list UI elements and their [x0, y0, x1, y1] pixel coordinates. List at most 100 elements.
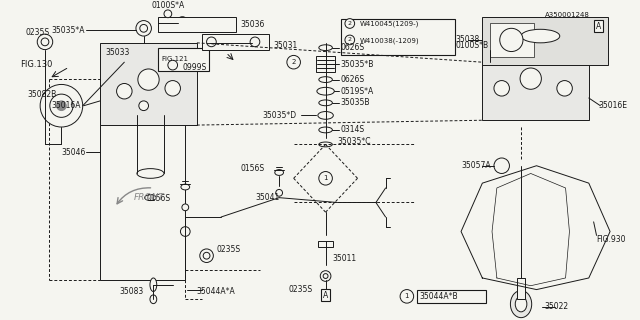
- Text: FRONT: FRONT: [134, 193, 164, 202]
- Text: 35035*B: 35035*B: [340, 60, 374, 68]
- Ellipse shape: [180, 227, 190, 236]
- Ellipse shape: [318, 112, 333, 119]
- Text: 0314S: 0314S: [340, 125, 364, 134]
- Ellipse shape: [116, 84, 132, 99]
- Circle shape: [168, 60, 177, 70]
- Ellipse shape: [150, 278, 157, 292]
- Ellipse shape: [486, 42, 494, 50]
- Bar: [316, 56, 335, 72]
- Text: 0626S: 0626S: [340, 75, 364, 84]
- Ellipse shape: [165, 81, 180, 96]
- Text: A: A: [596, 22, 601, 31]
- Text: 35035*A: 35035*A: [52, 26, 85, 35]
- Circle shape: [287, 55, 300, 69]
- Ellipse shape: [521, 29, 560, 43]
- Text: FIG.121: FIG.121: [161, 56, 188, 62]
- Text: 35035*D: 35035*D: [262, 111, 297, 120]
- Text: 0100S*A: 0100S*A: [152, 1, 185, 10]
- Text: 35083: 35083: [120, 287, 144, 296]
- Text: A: A: [323, 291, 328, 300]
- Ellipse shape: [146, 99, 156, 103]
- Text: W410038(-1209): W410038(-1209): [360, 38, 419, 44]
- Ellipse shape: [319, 142, 332, 147]
- Ellipse shape: [145, 195, 156, 201]
- Circle shape: [500, 28, 523, 52]
- Ellipse shape: [145, 93, 156, 99]
- Text: 35036: 35036: [241, 20, 265, 29]
- Text: 35022: 35022: [544, 302, 568, 311]
- Ellipse shape: [319, 100, 332, 106]
- Text: 0999S: 0999S: [182, 62, 207, 72]
- Ellipse shape: [136, 20, 152, 36]
- Circle shape: [345, 19, 355, 28]
- Ellipse shape: [494, 81, 509, 96]
- Text: 1: 1: [404, 293, 409, 299]
- Circle shape: [40, 84, 83, 127]
- Ellipse shape: [319, 45, 332, 51]
- Circle shape: [56, 101, 67, 111]
- Text: 35046: 35046: [61, 148, 86, 157]
- Circle shape: [37, 34, 52, 50]
- Text: 35033: 35033: [105, 48, 129, 57]
- Ellipse shape: [276, 189, 282, 196]
- Text: 35038: 35038: [455, 36, 479, 44]
- Ellipse shape: [320, 271, 331, 281]
- Ellipse shape: [203, 252, 210, 259]
- Bar: [490, 22, 534, 57]
- Ellipse shape: [319, 127, 332, 133]
- Ellipse shape: [139, 101, 148, 111]
- Ellipse shape: [140, 24, 148, 32]
- Text: 35044A*A: 35044A*A: [197, 287, 236, 296]
- Ellipse shape: [182, 204, 189, 211]
- Text: 0235S: 0235S: [216, 245, 241, 254]
- Text: 0156S: 0156S: [147, 194, 171, 203]
- Ellipse shape: [137, 169, 164, 178]
- Ellipse shape: [181, 184, 189, 190]
- Text: 35016A: 35016A: [52, 101, 81, 110]
- Text: 35057A: 35057A: [461, 161, 491, 170]
- Ellipse shape: [138, 69, 159, 90]
- Bar: [417, 290, 486, 303]
- Ellipse shape: [317, 87, 334, 95]
- Text: 35082B: 35082B: [28, 90, 57, 99]
- Ellipse shape: [177, 17, 188, 28]
- Text: 35011: 35011: [332, 254, 356, 263]
- Text: 2: 2: [348, 21, 352, 26]
- Text: FIG.930: FIG.930: [596, 235, 626, 244]
- Text: 35035B: 35035B: [340, 98, 370, 107]
- Bar: [318, 241, 333, 247]
- Text: 0519S*A: 0519S*A: [340, 87, 373, 96]
- Text: 0235S: 0235S: [289, 285, 313, 294]
- Ellipse shape: [520, 68, 541, 89]
- Bar: [158, 48, 209, 71]
- Text: A350001248: A350001248: [545, 12, 590, 18]
- Ellipse shape: [557, 81, 572, 96]
- Text: 0235S: 0235S: [26, 28, 50, 37]
- Text: 2: 2: [291, 59, 296, 65]
- Ellipse shape: [275, 170, 284, 175]
- Ellipse shape: [207, 37, 216, 47]
- Circle shape: [41, 38, 49, 46]
- Ellipse shape: [200, 249, 213, 262]
- Text: 0100S*B: 0100S*B: [455, 41, 488, 50]
- Text: 0626S: 0626S: [340, 43, 364, 52]
- Text: W410045(1209-): W410045(1209-): [360, 20, 419, 27]
- Circle shape: [400, 290, 413, 303]
- Text: 35044A*B: 35044A*B: [419, 292, 458, 301]
- Ellipse shape: [319, 77, 332, 83]
- Text: 35031: 35031: [273, 41, 298, 50]
- Circle shape: [50, 94, 73, 117]
- Text: 1: 1: [323, 175, 328, 181]
- Circle shape: [319, 172, 332, 185]
- Text: 0156S: 0156S: [241, 164, 264, 173]
- Circle shape: [345, 35, 355, 45]
- Ellipse shape: [511, 291, 532, 318]
- Text: 2: 2: [348, 37, 352, 43]
- Text: 35035*C: 35035*C: [337, 137, 371, 146]
- Bar: [341, 19, 455, 55]
- Ellipse shape: [150, 295, 157, 304]
- Bar: [517, 278, 525, 299]
- Bar: [483, 62, 589, 120]
- Text: 35016E: 35016E: [598, 101, 627, 110]
- Text: 35041: 35041: [255, 193, 279, 202]
